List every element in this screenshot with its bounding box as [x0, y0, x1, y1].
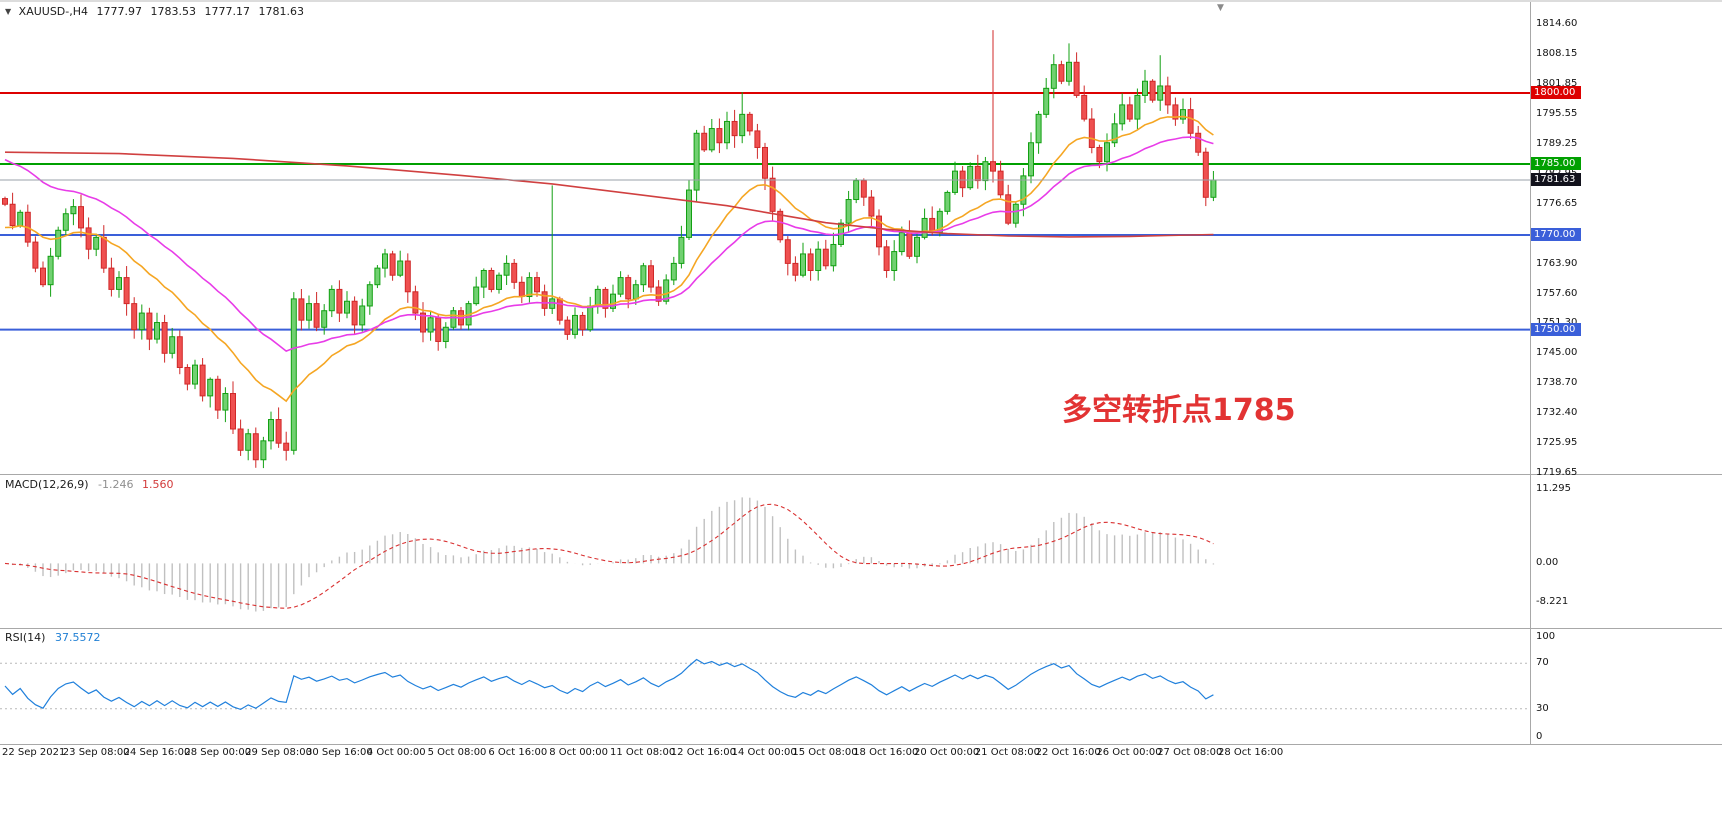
level-price-tag: 1800.00: [1531, 86, 1581, 100]
macd-tick: -8.221: [1536, 595, 1569, 607]
price-tick: 1725.95: [1536, 437, 1578, 449]
time-label: 14 Oct 00:00: [731, 747, 797, 758]
time-label: 8 Oct 00:00: [549, 747, 609, 758]
price-axis[interactable]: 1814.601808.151801.851795.551789.251782.…: [1530, 2, 1722, 744]
macd-tick: 0.00: [1536, 557, 1559, 569]
time-label: 6 Oct 16:00: [488, 747, 548, 758]
price-tick: 1789.25: [1536, 137, 1578, 149]
time-label: 22 Oct 16:00: [1035, 747, 1101, 758]
time-label: 5 Oct 08:00: [427, 747, 487, 758]
time-label: 29 Sep 08:00: [245, 747, 312, 758]
ohlc-open-value: 1777.97: [96, 5, 143, 18]
rsi-tick: 30: [1536, 702, 1549, 714]
time-label: 22 Sep 2021: [2, 747, 66, 758]
level-price-tag: 1770.00: [1531, 228, 1581, 241]
ohlc-low-value: 1777.17: [204, 5, 251, 18]
time-label: 20 Oct 00:00: [914, 747, 980, 758]
rsi-indicator-label: RSI(14) 37.5572: [5, 631, 100, 644]
annotation-text: 多空转折点1785: [1062, 393, 1296, 428]
ohlc-high-value: 1783.53: [150, 5, 197, 18]
rsi-tick: 70: [1536, 657, 1549, 669]
rsi-name: RSI(14): [5, 631, 46, 644]
price-tick: 1814.60: [1536, 17, 1578, 29]
time-label: 15 Oct 08:00: [792, 747, 858, 758]
macd-main-value: -1.246: [98, 478, 134, 491]
time-label: 27 Oct 08:00: [1157, 747, 1223, 758]
time-axis[interactable]: 22 Sep 2021 23 Sep 08:00 24 Sep 16:00 28 Se…: [0, 746, 1530, 762]
level-price-tag: 1750.00: [1531, 322, 1581, 336]
bid-price-tag: 1781.63: [1531, 172, 1581, 186]
time-label: 30 Sep 16:00: [306, 747, 373, 758]
price-tick: 1745.00: [1536, 347, 1578, 359]
time-label: 12 Oct 16:00: [670, 747, 736, 758]
price-tick: 1719.65: [1536, 467, 1578, 479]
time-label: 28 Oct 16:00: [1218, 747, 1284, 758]
price-tick: 1732.40: [1536, 406, 1578, 418]
time-label: 24 Sep 16:00: [123, 747, 191, 758]
rsi-tick: 0: [1536, 731, 1543, 742]
symbol-ohlc-info: ▼ XAUUSD-,H4 1777.97 1783.53 1777.17 178…: [5, 5, 304, 18]
time-label: 23 Sep 08:00: [62, 747, 130, 758]
rsi-value: 37.5572: [54, 631, 101, 644]
time-label: 26 Oct 00:00: [1096, 747, 1162, 758]
macd-signal-value: 1.560: [142, 478, 174, 491]
time-label: 4 Oct 00:00: [366, 747, 426, 758]
scroll-anchor-icon[interactable]: ▼: [1217, 3, 1224, 13]
macd-tick: 11.295: [1536, 483, 1571, 495]
time-label: 28 Sep 00:00: [184, 747, 252, 758]
time-label: 11 Oct 08:00: [610, 747, 676, 758]
rsi-tick: 100: [1536, 631, 1556, 642]
price-tick: 1738.70: [1536, 377, 1578, 389]
time-label: 21 Oct 08:00: [974, 747, 1040, 758]
symbol-period-label: XAUUSD-,H4: [18, 5, 89, 18]
collapse-icon[interactable]: ▼: [5, 7, 12, 16]
price-tick: 1763.90: [1536, 257, 1578, 269]
price-tick: 1776.65: [1536, 197, 1578, 209]
macd-name: MACD(12,26,9): [5, 478, 89, 491]
price-tick: 1801.85: [1536, 78, 1578, 90]
level-price-tag: 1785.00: [1531, 157, 1581, 171]
time-label: 18 Oct 16:00: [853, 747, 919, 758]
price-tick: 1808.15: [1536, 48, 1578, 60]
ohlc-close-value: 1781.63: [258, 5, 305, 18]
macd-indicator-label: MACD(12,26,9) -1.246 1.560: [5, 478, 174, 491]
price-tick: 1795.55: [1536, 108, 1578, 120]
price-tick: 1757.60: [1536, 287, 1578, 299]
